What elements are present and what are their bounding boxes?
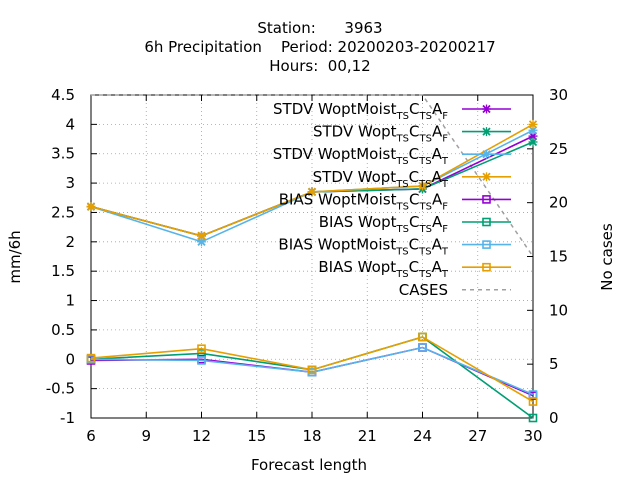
legend-label: STDV WoptMoistTSCTSAF [273, 100, 448, 122]
x-axis-label: Forecast length [251, 456, 367, 474]
legend-marker [482, 195, 491, 204]
title-line: 6h Precipitation Period: 20200203-202002… [144, 38, 495, 56]
legend-marker [482, 240, 491, 249]
data-point [528, 397, 538, 406]
y2-tick-label: 25 [549, 140, 568, 158]
x-tick-label: 9 [141, 427, 151, 445]
cases-line [91, 94, 534, 257]
y2-tick-label: 30 [549, 86, 568, 104]
legend-marker [482, 217, 491, 227]
x-tick-label: 15 [247, 427, 266, 445]
title-line: Hours: 00,12 [269, 57, 370, 75]
y2-tick-label: 15 [549, 248, 568, 266]
legend-label: STDV WoptTSCTSAT [313, 168, 449, 190]
x-tick-label: 12 [192, 427, 211, 445]
legend-label: BIAS WoptMoistTSCTSAT [278, 236, 448, 258]
x-tick-label: 24 [413, 427, 432, 445]
series-line [90, 336, 534, 403]
y-tick-label: 4.5 [51, 86, 75, 104]
y2-tick-label: 20 [549, 194, 568, 212]
y2-axis-label: No cases [598, 223, 616, 291]
y-tick-label: -1 [60, 409, 75, 427]
series-7 [86, 343, 538, 399]
x-tick-label: 27 [468, 427, 487, 445]
legend-label: BIAS WoptMoistTSCTSAF [279, 190, 448, 212]
y-tick-label: 2 [65, 233, 75, 251]
legend-label: STDV WoptMoistTSCTSAT [273, 145, 449, 167]
data-point [197, 344, 206, 354]
y-tick-label: 1.5 [51, 262, 75, 280]
grid [91, 95, 533, 418]
legend-label: BIAS WoptTSCTSAT [318, 258, 449, 280]
y-tick-label: -0.5 [46, 380, 75, 398]
title-line: Station: 3963 [257, 19, 382, 37]
data-point [418, 343, 427, 352]
y2-tick-label: 10 [549, 301, 568, 319]
series-line [90, 336, 534, 419]
data-point [307, 365, 317, 375]
data-point [418, 332, 427, 342]
legend-label: STDV WoptTSCTSAF [313, 123, 448, 145]
series-6 [86, 332, 538, 423]
data-point [197, 356, 206, 365]
series-8 [86, 332, 538, 406]
legend-label: BIAS WoptTSCTSAF [319, 213, 449, 235]
x-tick-label: 18 [302, 427, 321, 445]
legend-label: CASES [399, 281, 448, 299]
y-axis-label: mm/6h [6, 230, 24, 283]
data-point [86, 353, 96, 363]
series-line [90, 346, 534, 396]
y2-tick-label: 5 [549, 355, 559, 373]
y-tick-label: 4 [65, 115, 75, 133]
y-tick-label: 0 [65, 350, 75, 368]
y-tick-label: 0.5 [51, 321, 75, 339]
y2-tick-label: 0 [549, 409, 559, 427]
legend-marker [482, 262, 491, 272]
series [86, 94, 538, 423]
x-tick-label: 6 [86, 427, 96, 445]
y-tick-label: 2.5 [51, 203, 75, 221]
x-tick-label: 30 [523, 427, 542, 445]
x-tick-label: 21 [358, 427, 377, 445]
series-4 [86, 119, 538, 241]
y-tick-label: 3.5 [51, 145, 75, 163]
data-point [528, 413, 538, 423]
axis-ticks: 4.5 4 3.5 3 2.5 2 1.5 1 0.5 0 -0.5 -1 6 9 12 15 18 21 24 27… [46, 86, 568, 445]
y-tick-label: 3 [65, 174, 75, 192]
y-tick-label: 1 [65, 292, 75, 310]
